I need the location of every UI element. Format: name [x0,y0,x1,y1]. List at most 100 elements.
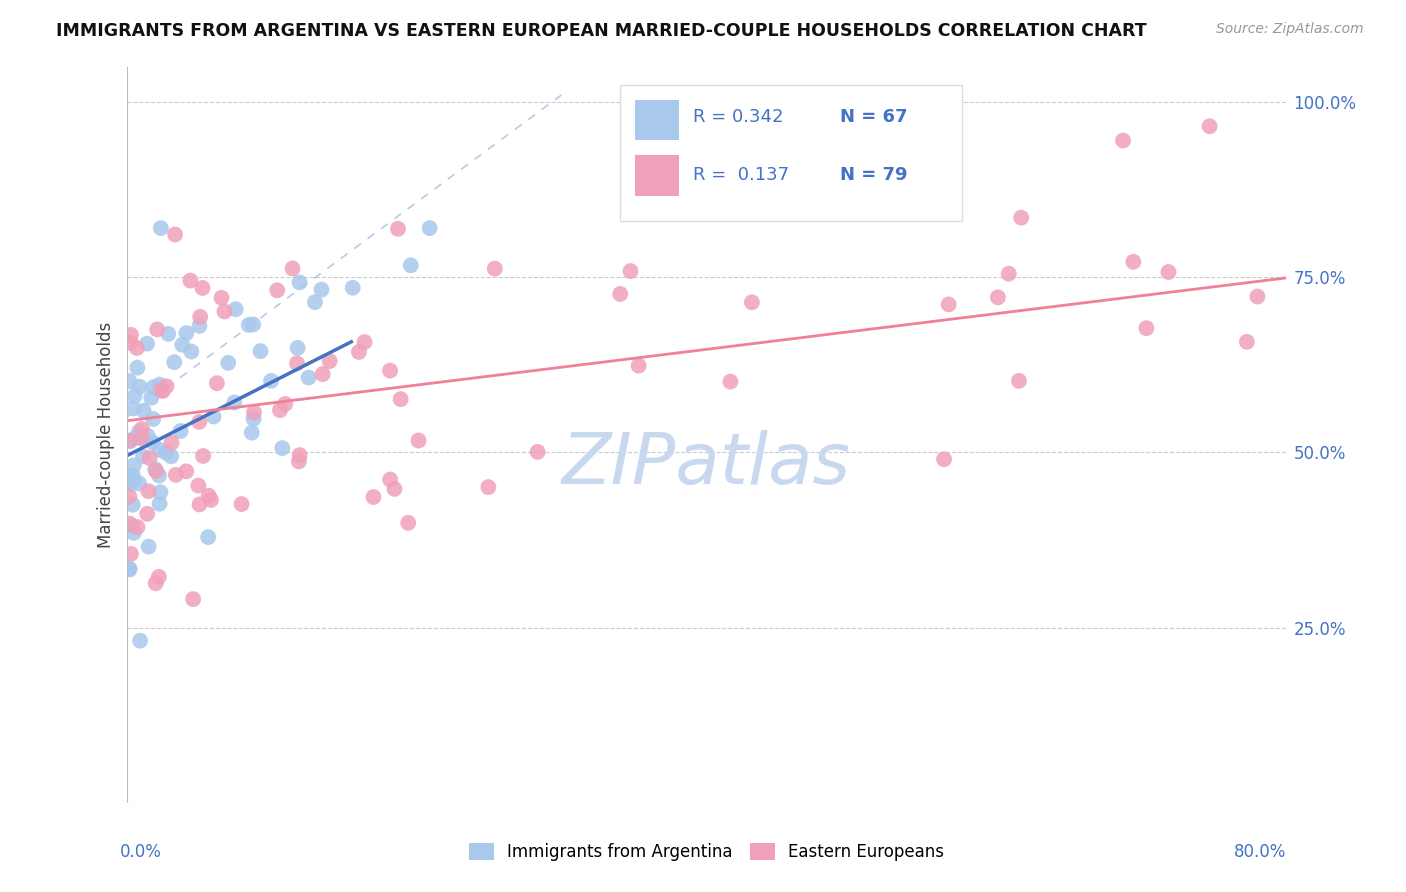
Point [353,334,375,349]
Text: 80.0%: 80.0% [1234,843,1286,861]
Point [419,221,441,235]
Point [179,274,201,288]
Bar [634,100,679,140]
Point [269,403,291,417]
Point [197,530,219,544]
Point [121,519,143,533]
Point [202,409,225,424]
Point [1122,255,1144,269]
Point [118,374,141,388]
Point [197,489,219,503]
Point [128,430,150,444]
Point [174,464,197,478]
Point [188,415,211,429]
Point [619,264,641,278]
Point [231,497,253,511]
Point [526,445,548,459]
Point [200,492,222,507]
Point [484,261,506,276]
Point [363,490,385,504]
Point [387,221,409,235]
Text: N = 79: N = 79 [839,167,907,185]
Point [304,295,326,310]
Point [132,404,155,418]
Point [987,290,1010,304]
Point [176,326,198,340]
Point [1236,334,1258,349]
Point [741,295,763,310]
Text: N = 67: N = 67 [839,108,907,126]
Point [149,221,172,235]
Text: R = 0.342: R = 0.342 [693,108,783,126]
Point [142,435,165,450]
Point [205,376,228,391]
Point [188,498,211,512]
Point [148,468,170,483]
Point [131,432,153,446]
Point [260,374,283,388]
Point [938,297,960,311]
Point [627,359,650,373]
FancyBboxPatch shape [620,86,962,221]
Point [396,516,419,530]
Point [1112,134,1135,148]
Point [187,478,209,492]
Point [125,341,148,355]
Point [131,422,153,436]
Point [118,561,141,575]
Point [118,490,141,504]
Point [1157,265,1180,279]
Point [127,360,149,375]
Point [399,258,422,272]
Point [120,327,142,342]
Point [288,448,311,462]
Point [118,475,141,489]
Point [120,434,142,449]
Point [121,498,143,512]
Point [148,570,170,584]
Point [128,476,150,491]
Point [136,336,159,351]
Point [146,322,169,336]
Point [225,302,247,317]
Point [128,425,150,439]
Point [150,383,173,397]
Point [224,395,246,409]
Point [318,354,340,368]
Point [136,507,159,521]
Point [138,540,160,554]
Point [149,485,172,500]
Point [120,477,142,491]
Text: R =  0.137: R = 0.137 [693,167,789,185]
Point [122,473,145,487]
Point [118,472,141,486]
Point [136,429,159,443]
Text: Source: ZipAtlas.com: Source: ZipAtlas.com [1216,22,1364,37]
Point [718,375,741,389]
Point [238,318,260,332]
Point [311,367,333,381]
Point [347,345,370,359]
Point [477,480,499,494]
Point [1135,321,1157,335]
Point [138,451,160,466]
Point [1010,211,1032,225]
Point [287,341,309,355]
Point [160,435,183,450]
Point [155,445,177,459]
Point [129,633,152,648]
Point [242,318,264,332]
Point [188,310,211,324]
Point [191,281,214,295]
Point [297,370,319,384]
Point [145,464,167,478]
Point [127,520,149,534]
Point [142,380,165,394]
Point [128,380,150,394]
Point [191,449,214,463]
Point [1246,289,1268,303]
Point [288,454,311,468]
Point [122,458,145,473]
Point [141,391,163,405]
Point [160,450,183,464]
